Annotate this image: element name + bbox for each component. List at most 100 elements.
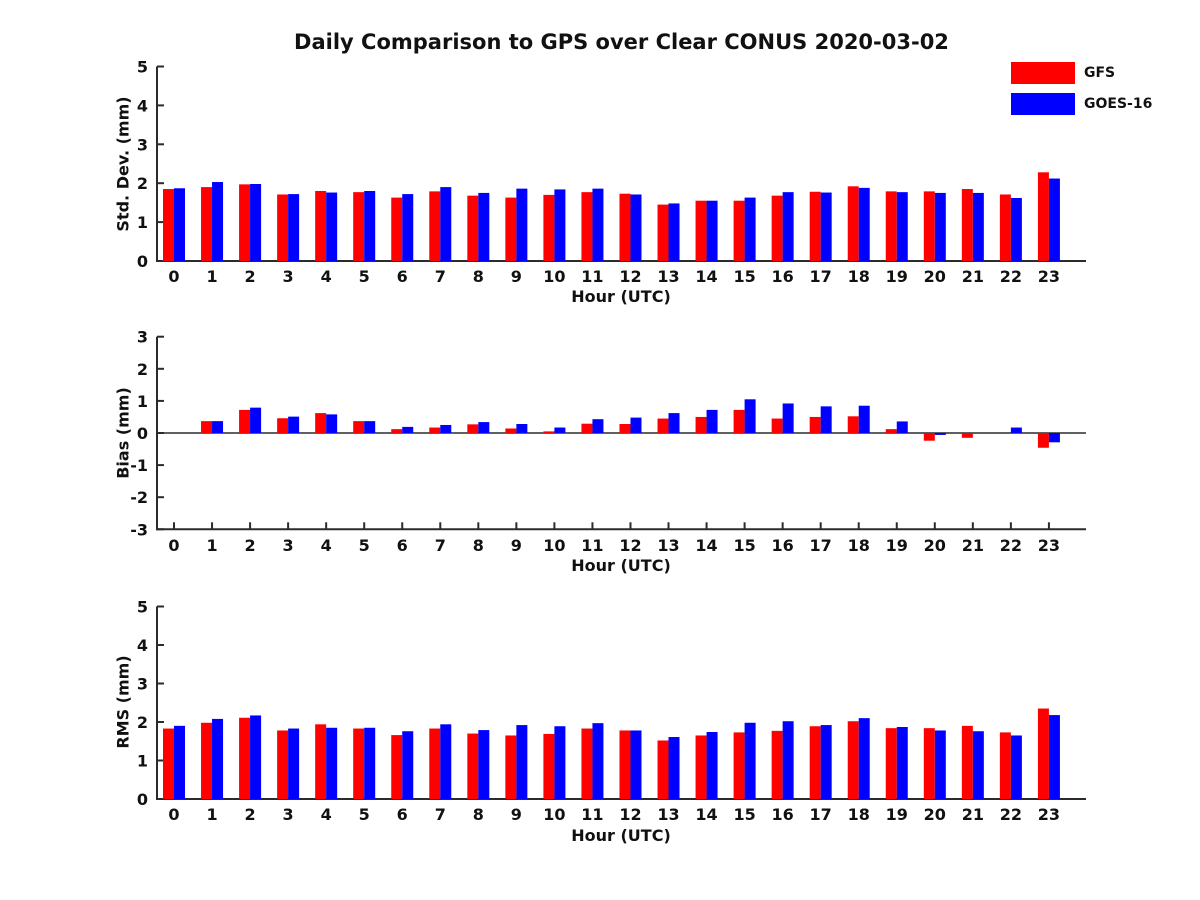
- x-tick-label: 17: [810, 267, 832, 286]
- bar-gfs-hour-18: [847, 416, 859, 433]
- x-tick-label: 22: [1000, 267, 1022, 286]
- bar-goes-16-hour-2: [250, 715, 262, 799]
- bar-goes-16-hour-11: [592, 419, 604, 433]
- bar-goes-16-hour-18: [858, 405, 870, 433]
- bar-goes-16-hour-2: [250, 183, 262, 261]
- bar-goes-16-hour-5: [364, 727, 376, 799]
- bar-gfs-hour-9: [505, 428, 517, 433]
- x-tick-label: 5: [359, 536, 370, 555]
- x-tick-label: 3: [283, 536, 294, 555]
- bar-goes-16-hour-9: [516, 725, 528, 799]
- y-tick-label: 3: [137, 328, 148, 347]
- bar-gfs-hour-10: [543, 733, 555, 799]
- bar-gfs-hour-19: [885, 429, 897, 433]
- y-tick-label: 4: [137, 96, 148, 115]
- bar-goes-16-hour-14: [706, 409, 718, 433]
- bar-gfs-hour-8: [467, 424, 479, 433]
- x-tick-label: 22: [1000, 536, 1022, 555]
- x-tick-label: 11: [581, 805, 603, 824]
- x-tick-label: 19: [886, 805, 908, 824]
- bar-goes-16-hour-1: [212, 182, 224, 261]
- bar-gfs-hour-8: [467, 733, 479, 799]
- bar-gfs-hour-21: [961, 189, 973, 261]
- bar-goes-16-hour-4: [326, 727, 338, 799]
- bar-goes-16-hour-13: [668, 413, 680, 433]
- bar-goes-16-hour-12: [630, 194, 642, 261]
- x-tick-label: 2: [245, 536, 256, 555]
- y-tick-label: 1: [137, 392, 148, 411]
- bar-goes-16-hour-16: [782, 403, 794, 433]
- bar-goes-16-hour-0: [174, 725, 185, 799]
- bar-gfs-hour-1: [201, 421, 213, 433]
- bar-goes-16-hour-23: [1048, 178, 1060, 261]
- x-tick-label: 10: [543, 536, 565, 555]
- x-tick-label: 20: [924, 267, 946, 286]
- bar-goes-16-hour-17: [820, 406, 832, 433]
- x-tick-label: 2: [245, 267, 256, 286]
- bar-goes-16-hour-11: [592, 723, 604, 799]
- x-tick-label: 19: [886, 536, 908, 555]
- x-tick-label: 16: [772, 267, 794, 286]
- bar-gfs-hour-19: [885, 191, 897, 261]
- x-tick-label: 9: [511, 805, 522, 824]
- y-tick-label: 1: [137, 213, 148, 232]
- bar-gfs-hour-14: [695, 735, 707, 799]
- bar-gfs-hour-15: [733, 732, 745, 799]
- bar-goes-16-hour-16: [782, 192, 794, 261]
- bar-gfs-hour-2: [239, 409, 251, 433]
- y-tick-label: 4: [137, 636, 148, 655]
- bar-gfs-hour-12: [619, 193, 631, 261]
- x-tick-label: 13: [657, 805, 679, 824]
- x-tick-label: 12: [619, 267, 641, 286]
- bar-goes-16-hour-5: [364, 190, 376, 261]
- bar-gfs-hour-22: [999, 194, 1011, 261]
- bar-goes-16-hour-12: [630, 417, 642, 433]
- x-tick-label: 15: [733, 536, 755, 555]
- x-tick-label: 21: [962, 536, 984, 555]
- bar-goes-16-hour-6: [402, 731, 414, 799]
- stddev-y-axis-label: Std. Dev. (mm): [113, 96, 133, 232]
- bar-goes-16-hour-13: [668, 203, 680, 261]
- bar-goes-16-hour-9: [516, 188, 528, 261]
- x-tick-label: 1: [206, 267, 217, 286]
- bar-goes-16-hour-1: [212, 718, 224, 799]
- bar-gfs-hour-13: [657, 740, 669, 799]
- x-tick-label: 22: [1000, 805, 1022, 824]
- bar-goes-16-hour-11: [592, 188, 604, 261]
- x-tick-label: 1: [206, 536, 217, 555]
- bar-goes-16-hour-3: [288, 416, 300, 433]
- bar-gfs-hour-13: [657, 204, 669, 261]
- bar-gfs-hour-4: [315, 724, 327, 799]
- bar-goes-16-hour-23: [1048, 715, 1060, 799]
- bar-gfs-hour-23: [1037, 433, 1049, 448]
- bar-goes-16-hour-5: [364, 421, 376, 433]
- bar-goes-16-hour-4: [326, 414, 338, 433]
- bar-gfs-hour-20: [923, 191, 935, 261]
- stddev-x-axis-label: Hour (UTC): [571, 287, 671, 306]
- bar-goes-16-hour-7: [440, 187, 452, 261]
- x-tick-label: 10: [543, 805, 565, 824]
- bar-gfs-hour-12: [619, 730, 631, 799]
- bar-gfs-hour-18: [847, 186, 859, 261]
- x-tick-label: 17: [810, 536, 832, 555]
- x-tick-label: 0: [168, 805, 179, 824]
- x-tick-label: 0: [168, 267, 179, 286]
- x-tick-label: 8: [473, 536, 484, 555]
- x-tick-label: 2: [245, 805, 256, 824]
- bar-gfs-hour-15: [733, 200, 745, 261]
- bar-gfs-hour-22: [999, 732, 1011, 799]
- bar-gfs-hour-0: [163, 189, 174, 261]
- bar-gfs-hour-5: [353, 192, 365, 261]
- bar-gfs-hour-13: [657, 418, 669, 433]
- bar-gfs-hour-7: [429, 728, 441, 799]
- bias-y-axis-label: Bias (mm): [113, 387, 133, 479]
- bar-goes-16-hour-20: [934, 433, 946, 435]
- bar-goes-16-hour-22: [1010, 197, 1022, 261]
- bar-gfs-hour-17: [809, 726, 821, 799]
- bar-goes-16-hour-10: [554, 726, 566, 799]
- bar-gfs-hour-16: [771, 418, 783, 433]
- x-tick-label: 8: [473, 267, 484, 286]
- x-tick-label: 11: [581, 536, 603, 555]
- legend-item-goes16: GOES-16: [1011, 93, 1152, 115]
